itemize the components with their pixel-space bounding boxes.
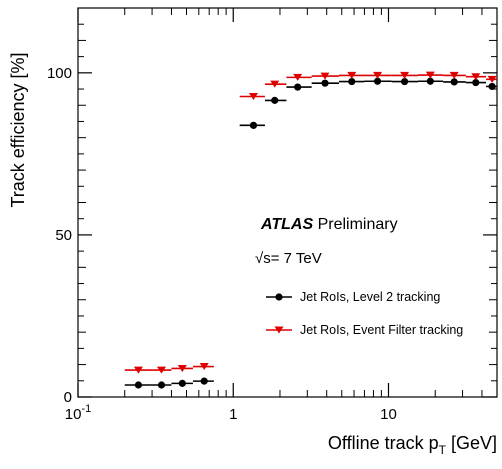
atlas-status: Preliminary [313, 216, 397, 233]
energy-value: = 7 TeV [271, 250, 322, 267]
data-point [320, 72, 330, 80]
data-point [294, 83, 302, 91]
data-point [471, 73, 481, 81]
data-point [133, 366, 143, 374]
legend-label-level2: Jet RoIs, Level 2 tracking [300, 290, 440, 304]
data-point [321, 79, 329, 87]
data-point [426, 77, 434, 85]
series-level2 [124, 77, 497, 389]
y-tick-label: 100 [47, 65, 72, 82]
y-axis-label: Track efficiency [%] [8, 52, 28, 207]
y-tick-label: 50 [55, 227, 72, 244]
data-point [373, 71, 383, 79]
data-point [487, 75, 497, 83]
x-tick-label-exp: -1 [81, 403, 91, 415]
legend-item-ef: Jet RoIs, Event Filter tracking [266, 323, 463, 337]
x-tick-label: 1 [229, 406, 237, 423]
data-point [270, 80, 280, 88]
data-point [472, 78, 480, 87]
data-point [199, 363, 209, 371]
data-point [178, 379, 186, 387]
data-point [157, 381, 166, 389]
x-axis-label-unit: [GeV] [446, 433, 497, 453]
data-point [134, 381, 143, 389]
data-point [249, 121, 258, 129]
x-tick-label: 10-1 [65, 403, 91, 423]
data-point [177, 364, 187, 372]
x-axis-label: Offline track pT [GeV] [328, 433, 497, 457]
x-tick-label: 10 [380, 406, 397, 423]
legend-marker-ef [274, 326, 284, 334]
x-axis-label-main: Offline track p [328, 433, 439, 453]
energy-sqrt: √s [255, 250, 271, 267]
legend: Jet RoIs, Level 2 tracking Jet RoIs, Eve… [266, 290, 463, 337]
legend-label-ef: Jet RoIs, Event Filter tracking [300, 323, 463, 337]
data-point [200, 377, 208, 385]
legend-item-level2: Jet RoIs, Level 2 tracking [266, 290, 440, 304]
atlas-label: ATLAS Preliminary [260, 216, 398, 233]
data-point [401, 77, 409, 86]
data-point [400, 71, 410, 79]
data-point [450, 78, 458, 86]
data-point [449, 71, 459, 79]
series-event-filter [124, 71, 497, 374]
atlas-experiment: ATLAS [260, 216, 313, 233]
x-tick-label-base: 10 [65, 406, 82, 423]
data-point [271, 96, 279, 104]
data-point [156, 366, 166, 374]
y-tick-label: 0 [64, 389, 72, 406]
energy-label: √s= 7 TeV [255, 250, 322, 267]
legend-marker-level2 [275, 293, 283, 301]
data-point [293, 73, 303, 81]
data-point [488, 82, 496, 91]
x-axis-label-sub: T [439, 443, 447, 457]
data-point [347, 71, 357, 79]
data-point [348, 77, 356, 86]
data-point [248, 92, 258, 100]
minor-ticks [78, 8, 497, 397]
plot-frame [77, 7, 498, 398]
data-point [425, 71, 435, 79]
series-layer [124, 71, 497, 389]
major-ticks [77, 8, 497, 398]
data-point [373, 77, 382, 85]
